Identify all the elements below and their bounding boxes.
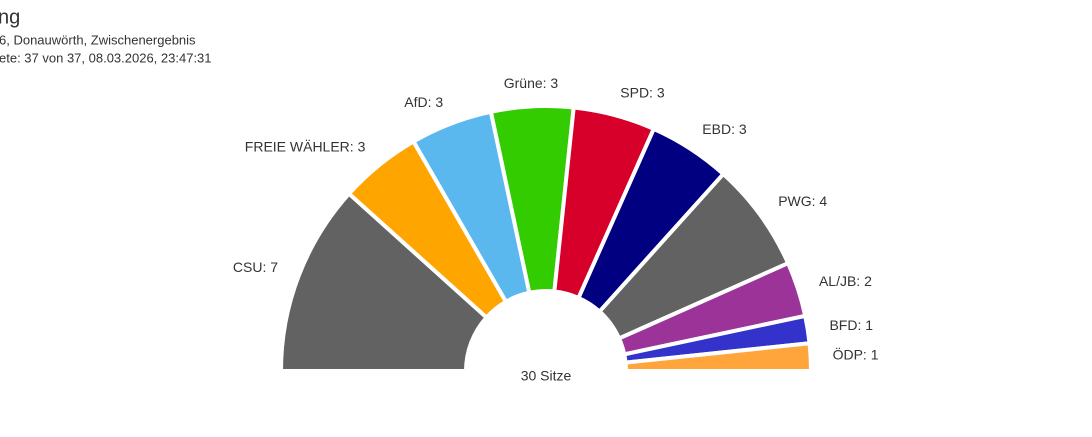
slice-label: AfD: 3 <box>404 94 443 110</box>
slice-label: PWG: 4 <box>778 193 827 209</box>
seat-slice <box>623 341 814 373</box>
slice-label: FREIE WÄHLER: 3 <box>245 139 366 155</box>
slice-label: CSU: 7 <box>233 259 278 275</box>
slice-label: ÖDP: 1 <box>833 346 879 363</box>
slice-label: SPD: 3 <box>620 84 665 100</box>
chart-title: ng <box>0 6 20 28</box>
chart-subtitle: ete: 37 von 37, 08.03.2026, 23:47:31 <box>0 50 212 65</box>
center-label: 30 Sitze <box>521 368 572 384</box>
seat-slice <box>278 190 490 373</box>
slice-label: Grüne: 3 <box>504 75 559 91</box>
slice-label: BFD: 1 <box>829 317 873 333</box>
slice-label: EBD: 3 <box>702 121 747 137</box>
chart-subtitle: 6, Donauwörth, Zwischenergebnis <box>0 32 196 47</box>
slice-label: AL/JB: 2 <box>819 273 872 289</box>
